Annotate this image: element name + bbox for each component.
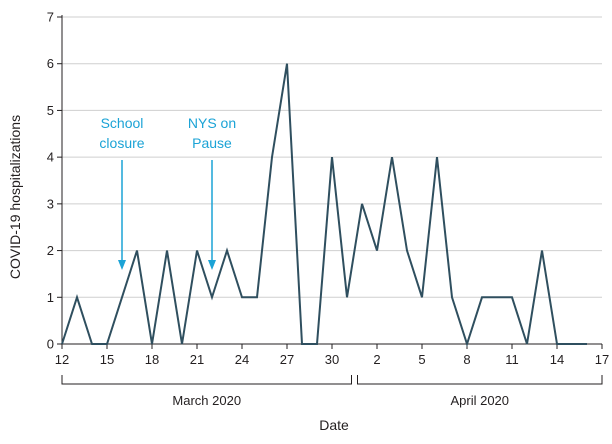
x-tick-label: 21 <box>190 352 204 367</box>
month-label: April 2020 <box>450 393 509 408</box>
x-tick-label: 12 <box>55 352 69 367</box>
series <box>61 63 587 348</box>
x-tick-label: 15 <box>100 352 114 367</box>
x-tick-label: 14 <box>550 352 564 367</box>
x-tick-label: 17 <box>595 352 609 367</box>
y-tick-label: 3 <box>47 196 54 211</box>
y-tick-label: 0 <box>47 337 54 352</box>
month-bracket <box>61 375 352 385</box>
annotation-label: NYS on <box>188 115 236 131</box>
y-tick-label: 5 <box>47 103 54 118</box>
x-tick-label: 30 <box>325 352 339 367</box>
y-axis-title: COVID-19 hospitalizations <box>7 115 23 279</box>
y-tick-label: 1 <box>47 290 54 305</box>
month-label: March 2020 <box>172 393 241 408</box>
x-tick-label: 24 <box>235 352 249 367</box>
y-tick-label: 2 <box>47 243 54 258</box>
x-tick-label: 18 <box>145 352 159 367</box>
annotation-label: School <box>101 115 144 131</box>
x-tick-label: 27 <box>280 352 294 367</box>
y-tick-label: 7 <box>47 10 54 25</box>
annotation-arrowhead <box>118 260 126 270</box>
x-tick-label: 2 <box>373 352 380 367</box>
annotation-label: Pause <box>192 135 232 151</box>
annotation-label: closure <box>99 135 144 151</box>
x-tick-label: 11 <box>505 352 519 367</box>
x-axis-title: Date <box>319 417 349 433</box>
series-line <box>61 63 587 348</box>
annotation-arrowhead <box>208 260 216 270</box>
month-bracket <box>357 375 603 385</box>
gridlines <box>62 16 602 298</box>
x-tick-label: 5 <box>418 352 425 367</box>
x-tick-label: 8 <box>463 352 470 367</box>
y-tick-label: 6 <box>47 56 54 71</box>
annotations: School closure NYS on Pause <box>99 115 236 270</box>
y-tick-label: 4 <box>47 150 54 165</box>
